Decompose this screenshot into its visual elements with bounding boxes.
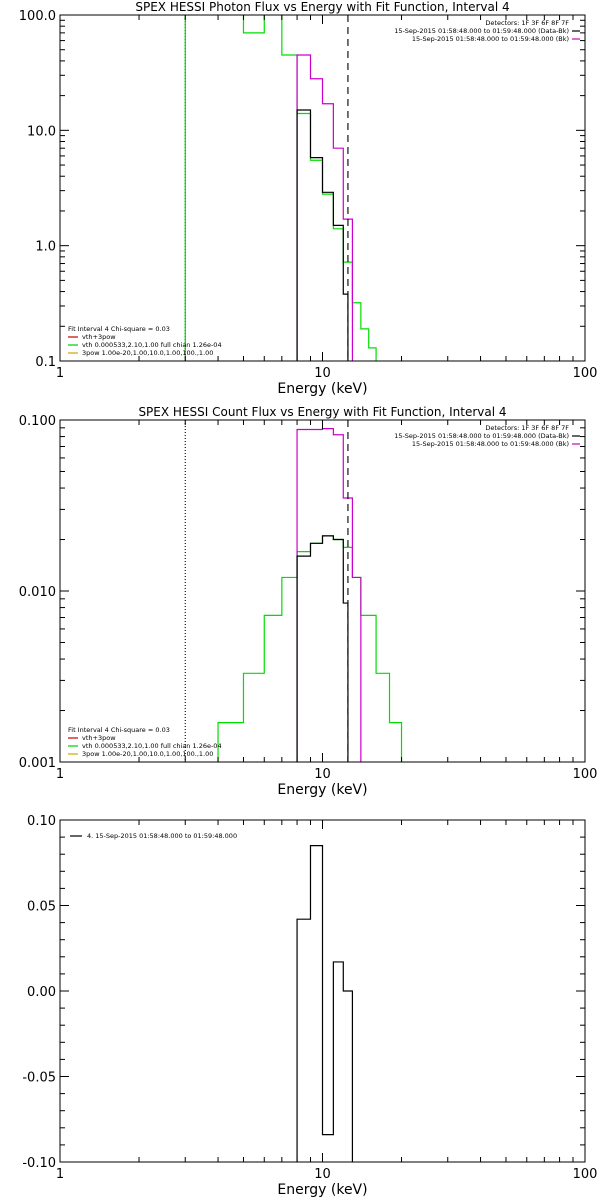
y-tick-label: 0.1: [35, 355, 56, 370]
series-line-2: [296, 54, 354, 361]
y-tick-label: 0.100: [19, 414, 56, 429]
y-tick-label: 0.05: [27, 900, 56, 915]
plot-area: [296, 845, 354, 1162]
y-tick-label: 0.001: [19, 756, 56, 771]
x-tick-label: 10: [314, 1167, 331, 1182]
x-tick-label: 100: [573, 767, 598, 782]
series-line-3: [296, 109, 349, 361]
chart-panel-1: 1 10 100 0.1 1.0 10.0 100.0 SPEX HESSI Photon F…: [19, 0, 598, 397]
plot-area: [184, 15, 377, 361]
chart-panel-2: 1 10 100 0.001 0.010 0.100 SPEX HESSI Count Fl…: [19, 405, 598, 798]
plot-area: [184, 420, 403, 762]
y-tick-label: 1.0: [35, 240, 56, 255]
x-tick-label: 100: [573, 1167, 598, 1182]
plot-frame: [59, 419, 586, 763]
series-line-3: [296, 535, 349, 762]
x-tick-label: 1: [56, 1167, 64, 1182]
legend-label: vth+3pow: [82, 333, 116, 341]
x-tick-label: 10: [314, 767, 331, 782]
info-text: 15-Sep-2015 01:58:48.000 to 01:59:48.000…: [394, 432, 569, 440]
legend-label: vth 0.000533,2.10,1.00 full chian 1.26e-…: [82, 742, 222, 750]
legend-label: Fit Interval 4 Chi-square = 0.03: [68, 325, 170, 333]
x-tick-label: 1: [56, 767, 64, 782]
y-tick-label: 10.0: [27, 124, 56, 139]
series-line-1: [184, 15, 377, 361]
legend-label: Fit Interval 4 Chi-square = 0.03: [68, 726, 170, 734]
x-tick-label: 1: [56, 366, 64, 381]
y-tick-label: 0.010: [19, 585, 56, 600]
series-line-1: [217, 535, 403, 762]
info-text: 15-Sep-2015 01:58:48.000 to 01:59:48.000…: [412, 35, 569, 43]
legend-label: 3pow 1.00e-20,1.00,10.0,1.00,100.,1.00: [82, 349, 213, 357]
y-tick-label: 0.00: [27, 985, 56, 1000]
legend-label: vth 0.000533,2.10,1.00 full chian 1.26e-…: [82, 341, 222, 349]
info-text: Detectors: 1F 3F 6F 8F 7F: [485, 424, 569, 432]
y-tick-label: 100.0: [19, 9, 56, 24]
y-tick-label: 0.10: [27, 814, 56, 829]
legend-label: vth+3pow: [82, 734, 116, 742]
x-axis-label: Energy (keV): [277, 1182, 367, 1198]
legend-label: 4. 15-Sep-2015 01:58:48.000 to 01:59:48.…: [87, 832, 237, 840]
info-text: 15-Sep-2015 01:58:48.000 to 01:59:48.000…: [412, 440, 569, 448]
chart-title: SPEX HESSI Photon Flux vs Energy with Fi…: [135, 0, 509, 14]
info-text: 15-Sep-2015 01:58:48.000 to 01:59:48.000…: [394, 27, 569, 35]
info-text: Detectors: 1F 3F 6F 8F 7F: [485, 19, 569, 27]
legend-label: 3pow 1.00e-20,1.00,10.0,1.00,100.,1.00: [82, 750, 213, 758]
x-axis-label: Energy (keV): [277, 782, 367, 798]
x-tick-label: 100: [573, 366, 598, 381]
series-line-2: [296, 428, 362, 762]
chart-title: SPEX HESSI Count Flux vs Energy with Fit…: [138, 405, 506, 419]
chart-panel-3: 1 10 100 -0.10 -0.05 0.00 0.05 0.10 Energy (keV)…: [22, 814, 597, 1198]
x-axis-label: Energy (keV): [277, 381, 367, 397]
y-tick-label: -0.05: [22, 1071, 56, 1086]
series-line-1: [296, 845, 354, 1162]
x-tick-label: 10: [314, 366, 331, 381]
y-tick-label: -0.10: [22, 1156, 56, 1171]
